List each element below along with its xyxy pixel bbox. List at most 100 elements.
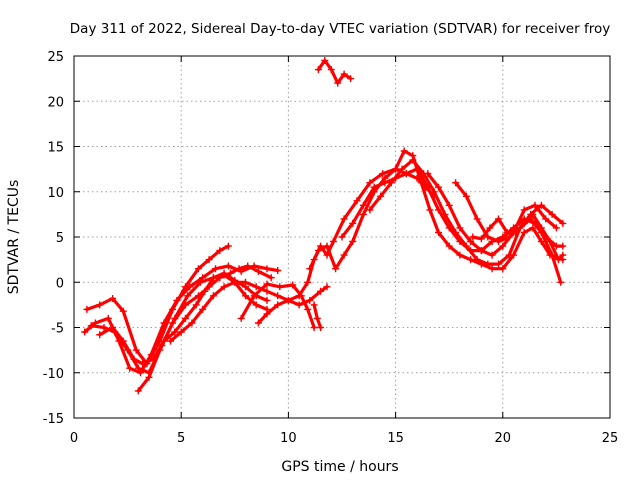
series-track-1	[83, 242, 232, 368]
data-point	[366, 179, 374, 187]
data-point	[184, 292, 192, 300]
data-point	[499, 265, 507, 273]
data-point	[366, 206, 374, 214]
data-point	[194, 265, 202, 273]
series-track-2	[81, 262, 282, 377]
data-point	[347, 75, 355, 83]
data-point	[400, 147, 408, 155]
data-point	[314, 66, 322, 74]
series-track-5	[134, 262, 275, 395]
data-point	[263, 265, 271, 273]
data-point	[477, 247, 485, 255]
data-point	[424, 170, 432, 178]
series-track-14	[469, 210, 567, 264]
data-point	[130, 355, 138, 363]
data-point	[537, 201, 545, 209]
data-point	[295, 292, 303, 300]
data-point	[267, 274, 275, 282]
data-point	[520, 229, 528, 236]
data-point	[467, 256, 475, 264]
data-point	[224, 242, 232, 250]
data-point	[109, 295, 117, 302]
data-point	[317, 287, 325, 295]
data-point	[409, 156, 417, 164]
data-point	[197, 278, 204, 286]
data-point	[173, 296, 181, 304]
data-point	[452, 229, 460, 236]
data-point	[235, 265, 243, 273]
data-point	[488, 251, 496, 259]
series-track-7	[237, 280, 318, 331]
data-point	[132, 346, 140, 354]
data-point	[205, 283, 213, 291]
data-point	[263, 280, 271, 288]
data-point	[276, 283, 284, 291]
data-point	[430, 188, 438, 196]
data-point	[441, 210, 449, 218]
data-point	[456, 224, 464, 232]
data-point	[520, 219, 528, 227]
data-point	[435, 206, 442, 214]
y-tick-label: 25	[47, 50, 64, 65]
data-point	[304, 278, 312, 286]
data-point	[317, 324, 325, 331]
data-point	[456, 251, 464, 259]
series-line	[471, 212, 565, 262]
data-point	[81, 328, 89, 336]
data-point	[495, 238, 502, 245]
data-point	[321, 57, 329, 64]
data-point	[334, 79, 342, 87]
y-tick-label: 10	[47, 186, 64, 201]
data-point	[349, 238, 357, 245]
data-point	[452, 179, 460, 187]
data-point	[205, 256, 213, 264]
y-tick-label: -5	[51, 322, 64, 337]
data-point	[557, 278, 565, 286]
data-point	[542, 215, 550, 223]
data-point	[216, 274, 224, 282]
data-point	[338, 233, 346, 241]
data-point	[359, 201, 367, 209]
y-tick-label: 0	[56, 276, 64, 291]
data-point	[370, 183, 378, 191]
data-point	[473, 215, 481, 223]
data-point	[250, 292, 258, 300]
data-point	[224, 262, 232, 270]
data-point	[212, 265, 219, 273]
data-point	[484, 260, 492, 268]
data-point	[537, 224, 545, 232]
data-point	[377, 192, 385, 200]
data-point	[188, 319, 196, 327]
data-point	[199, 305, 207, 313]
data-point	[537, 238, 545, 245]
data-point	[304, 305, 312, 313]
data-point	[284, 296, 292, 304]
data-point	[156, 346, 164, 354]
data-point	[467, 238, 475, 245]
data-point	[263, 287, 271, 295]
data-point	[503, 229, 511, 236]
data-point	[486, 224, 494, 232]
data-point	[512, 229, 520, 236]
y-axis-title: SDTVAR / TECUs	[6, 180, 22, 295]
series-track-8	[254, 165, 438, 327]
chart-title: Day 311 of 2022, Sidereal Day-to-day VTE…	[70, 21, 610, 37]
data-point	[379, 170, 387, 178]
data-point	[169, 319, 177, 327]
data-point	[145, 373, 153, 381]
data-point	[529, 210, 537, 218]
data-point	[263, 296, 271, 304]
data-point	[244, 262, 252, 270]
data-point	[237, 314, 245, 322]
data-point	[314, 247, 322, 255]
data-point	[392, 165, 400, 173]
x-tick-label: 25	[602, 431, 619, 446]
data-point	[387, 179, 395, 187]
data-point	[505, 251, 513, 259]
data-point	[263, 310, 271, 318]
data-point	[484, 233, 492, 241]
data-point	[469, 233, 477, 241]
data-point	[274, 301, 282, 309]
data-point	[220, 283, 228, 291]
